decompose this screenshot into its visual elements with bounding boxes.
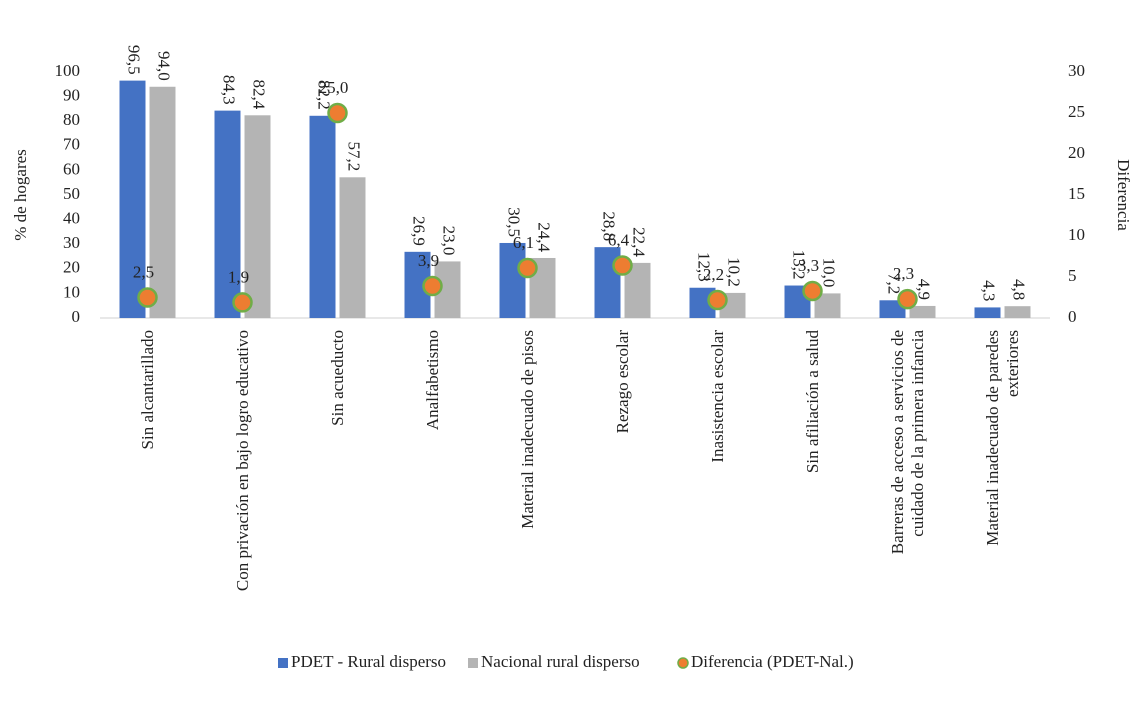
x-tick-label: Sin afiliación a salud	[802, 330, 822, 474]
y-tick-label: 20	[63, 258, 80, 277]
point	[802, 280, 823, 302]
x-tick-label: Sin alcantarillado	[137, 330, 157, 450]
bar	[909, 305, 936, 318]
y2-tick-label: 25	[1068, 102, 1085, 121]
point	[327, 102, 348, 124]
point	[897, 288, 918, 310]
bar	[974, 307, 1001, 318]
value-label: 3,3	[798, 256, 819, 275]
y-tick-label: 70	[63, 135, 80, 154]
value-label: 23,0	[440, 226, 459, 256]
value-label: 4,9	[915, 279, 934, 300]
x-tick-label: Con privación en bajo logro educativo	[232, 330, 252, 592]
y-tick-label: 0	[72, 307, 81, 326]
y2-tick-label: 5	[1068, 266, 1077, 285]
bar	[1004, 306, 1031, 318]
point	[232, 292, 253, 313]
value-label: 30,5	[505, 207, 524, 237]
point	[422, 275, 443, 297]
value-label: 10,0	[820, 258, 839, 288]
value-label: 4,8	[1010, 279, 1029, 300]
y2-axis-title: Diferencia	[1114, 159, 1133, 231]
value-label: 6,4	[608, 230, 630, 249]
legend-swatch	[278, 658, 288, 668]
value-label: 94,0	[155, 51, 174, 81]
point	[137, 287, 158, 308]
y-tick-label: 10	[63, 282, 80, 301]
bar	[499, 242, 526, 318]
value-label: 13,2	[790, 250, 809, 280]
x-tick-label: Sin acueducto	[327, 330, 347, 426]
value-label: 1,9	[228, 267, 249, 286]
bar	[339, 177, 366, 318]
value-label: 26,9	[410, 216, 429, 246]
x-tick-label: Analfabetismo	[422, 330, 442, 431]
x-tick-label: Material inadecuado de pisos	[517, 330, 537, 529]
bar	[119, 80, 146, 318]
y2-tick-label: 30	[1068, 61, 1085, 80]
value-label: 84,3	[220, 75, 239, 105]
value-label: 2,5	[133, 262, 154, 281]
y2-tick-label: 0	[1068, 307, 1077, 326]
x-tick-label: Barreras de acceso a servicios de cuidad…	[887, 330, 927, 555]
value-label: 4,3	[980, 280, 999, 301]
y-axis-title: % de hogares	[11, 149, 30, 241]
bar	[214, 110, 241, 318]
bar	[149, 86, 176, 318]
bar	[244, 115, 271, 319]
x-tick-label: Material inadecuado de paredes exteriore…	[982, 330, 1022, 546]
value-label: 82,4	[250, 80, 269, 110]
y-tick-label: 40	[63, 209, 80, 228]
x-tick-label: Inasistencia escolar	[707, 330, 727, 463]
value-label: 2,2	[703, 265, 724, 284]
value-label: 10,2	[725, 257, 744, 287]
value-label: 12,3	[695, 252, 714, 282]
y-tick-label: 80	[63, 110, 80, 129]
y-tick-label: 30	[63, 233, 80, 252]
legend-label: Nacional rural disperso	[481, 652, 640, 671]
value-label: 24,4	[535, 222, 554, 252]
value-label: 22,4	[630, 227, 649, 257]
y2-tick-label: 20	[1068, 143, 1085, 162]
y-tick-label: 50	[63, 184, 80, 203]
value-label: 96,5	[125, 45, 144, 75]
value-label: 2,3	[893, 264, 914, 283]
y-tick-label: 100	[55, 61, 81, 80]
point	[517, 257, 538, 279]
point	[612, 255, 633, 276]
point	[707, 289, 728, 311]
legend-label: PDET - Rural disperso	[291, 652, 446, 671]
y-tick-label: 90	[63, 86, 80, 105]
legend-swatch	[677, 657, 689, 669]
bar	[309, 115, 336, 319]
value-label: 3,9	[418, 251, 439, 270]
y2-tick-label: 15	[1068, 184, 1085, 203]
value-label: 7,2	[885, 273, 904, 294]
value-label: 28,8	[600, 211, 619, 241]
value-label: 82,2	[315, 80, 334, 110]
legend-swatch	[468, 658, 478, 668]
y-tick-label: 60	[63, 159, 80, 178]
y2-tick-label: 10	[1068, 225, 1085, 244]
x-tick-label: Rezago escolar	[612, 330, 632, 434]
value-label: 25,0	[319, 78, 349, 97]
legend-label: Diferencia (PDET-Nal.)	[691, 652, 854, 671]
value-label: 6,1	[513, 233, 534, 252]
value-label: 57,2	[345, 142, 364, 172]
